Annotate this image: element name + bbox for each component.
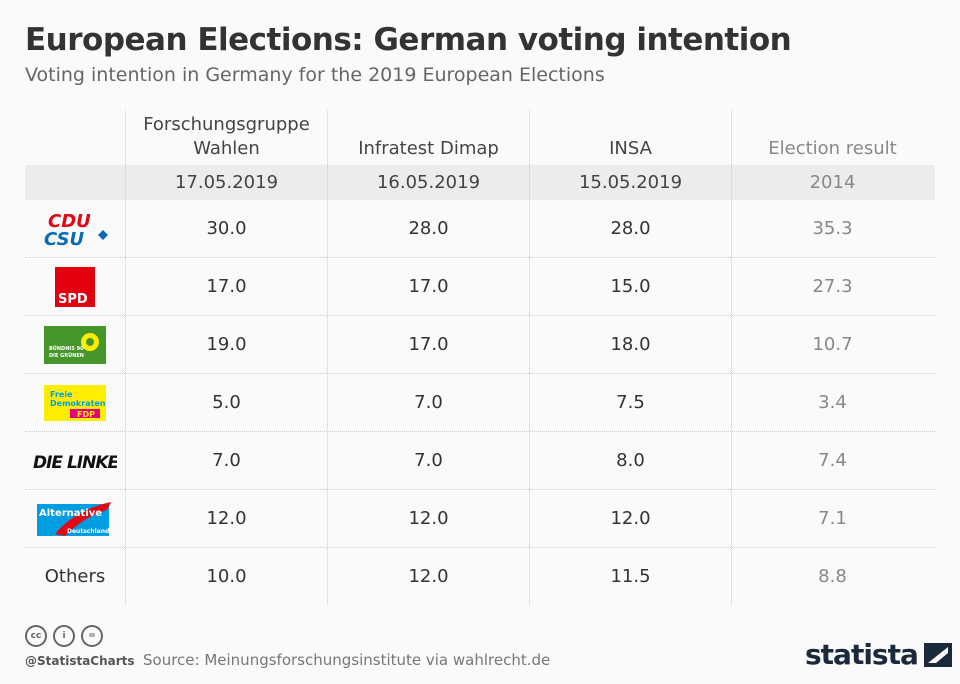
value-cell: 12.0 bbox=[327, 490, 529, 547]
value-cell: 15.0 bbox=[529, 258, 731, 315]
svg-text:Freie: Freie bbox=[50, 390, 73, 399]
value-cell: 10.0 bbox=[125, 548, 327, 605]
party-label: Others bbox=[25, 548, 125, 605]
value-cell: 18.0 bbox=[529, 316, 731, 373]
noderivs-icon: = bbox=[81, 625, 103, 647]
value-cell: 12.0 bbox=[529, 490, 731, 547]
value-cell: 12.0 bbox=[327, 548, 529, 605]
value-cell: 8.0 bbox=[529, 432, 731, 489]
value-cell: 35.3 bbox=[731, 200, 933, 257]
column-date: 16.05.2019 bbox=[327, 165, 529, 200]
statista-logo[interactable]: statista bbox=[805, 638, 952, 671]
value-cell: 28.0 bbox=[529, 200, 731, 257]
twitter-handle[interactable]: @StatistaCharts bbox=[25, 654, 135, 668]
svg-text:CDU: CDU bbox=[48, 211, 91, 232]
spd-logo: SPD bbox=[25, 258, 125, 315]
party-label: Others bbox=[44, 566, 106, 587]
table-row: Alternative Deutschland 12.0 12.0 12.0 7.1 bbox=[25, 490, 935, 548]
attribution-icon: i bbox=[53, 625, 75, 647]
corner-cell bbox=[25, 110, 125, 165]
svg-text:CSU: CSU bbox=[44, 229, 85, 249]
value-cell: 12.0 bbox=[125, 490, 327, 547]
value-cell: 7.0 bbox=[125, 432, 327, 489]
table-row: Freie Demokraten FDP 5.0 7.0 7.5 3.4 bbox=[25, 374, 935, 432]
svg-text:SPD: SPD bbox=[58, 292, 88, 307]
date-row: 17.05.2019 16.05.2019 15.05.2019 2014 bbox=[25, 165, 935, 200]
value-cell: 3.4 bbox=[731, 374, 933, 431]
column-date: 15.05.2019 bbox=[529, 165, 731, 200]
corner-cell bbox=[25, 165, 125, 200]
value-cell: 7.5 bbox=[529, 374, 731, 431]
table-row: BÜNDNIS 90 DIE GRÜNEN 19.0 17.0 18.0 10.7 bbox=[25, 316, 935, 374]
poll-table: Forschungsgruppe Wahlen Infratest Dimap IN… bbox=[25, 110, 935, 605]
value-cell: 30.0 bbox=[125, 200, 327, 257]
brand-name: statista bbox=[805, 638, 919, 671]
value-cell: 17.0 bbox=[327, 258, 529, 315]
value-cell: 8.8 bbox=[731, 548, 933, 605]
cdu-csu-logo: CDU CSU bbox=[25, 200, 125, 257]
value-cell: 17.0 bbox=[327, 316, 529, 373]
svg-text:Demokraten: Demokraten bbox=[50, 399, 106, 408]
value-cell: 10.7 bbox=[731, 316, 933, 373]
value-cell: 7.0 bbox=[327, 374, 529, 431]
column-header: Infratest Dimap bbox=[327, 110, 529, 165]
svg-text:FDP: FDP bbox=[77, 410, 95, 419]
column-header: INSA bbox=[529, 110, 731, 165]
license-icons: cc i = bbox=[25, 625, 103, 647]
page-subtitle: Voting intention in Germany for the 2019… bbox=[25, 64, 605, 86]
value-cell: 7.0 bbox=[327, 432, 529, 489]
svg-text:Alternative: Alternative bbox=[39, 508, 102, 519]
svg-text:DIE LINKE.: DIE LINKE. bbox=[33, 453, 117, 473]
value-cell: 11.5 bbox=[529, 548, 731, 605]
value-cell: 27.3 bbox=[731, 258, 933, 315]
statista-icon bbox=[923, 642, 952, 667]
page-title: European Elections: German voting intent… bbox=[25, 22, 792, 58]
table-row: DIE LINKE. 7.0 7.0 8.0 7.4 bbox=[25, 432, 935, 490]
table-row: SPD 17.0 17.0 15.0 27.3 bbox=[25, 258, 935, 316]
svg-text:DIE GRÜNEN: DIE GRÜNEN bbox=[49, 352, 84, 359]
linke-logo: DIE LINKE. bbox=[25, 432, 125, 489]
column-header: Forschungsgruppe Wahlen bbox=[125, 110, 327, 165]
value-cell: 7.4 bbox=[731, 432, 933, 489]
source-note: Source: Meinungsforschungsinstitute via … bbox=[143, 651, 551, 669]
column-date: 2014 bbox=[731, 165, 933, 200]
afd-logo: Alternative Deutschland bbox=[25, 490, 125, 547]
svg-text:Deutschland: Deutschland bbox=[67, 528, 109, 535]
column-date: 17.05.2019 bbox=[125, 165, 327, 200]
table-row: Others 10.0 12.0 11.5 8.8 bbox=[25, 548, 935, 605]
cc-icon: cc bbox=[25, 625, 47, 647]
value-cell: 19.0 bbox=[125, 316, 327, 373]
table-row: CDU CSU 30.0 28.0 28.0 35.3 bbox=[25, 200, 935, 258]
gruene-logo: BÜNDNIS 90 DIE GRÜNEN bbox=[25, 316, 125, 373]
value-cell: 7.1 bbox=[731, 490, 933, 547]
value-cell: 17.0 bbox=[125, 258, 327, 315]
fdp-logo: Freie Demokraten FDP bbox=[25, 374, 125, 431]
svg-text:BÜNDNIS 90: BÜNDNIS 90 bbox=[49, 345, 84, 352]
value-cell: 5.0 bbox=[125, 374, 327, 431]
column-header: Election result bbox=[731, 110, 933, 165]
column-header-row: Forschungsgruppe Wahlen Infratest Dimap IN… bbox=[25, 110, 935, 165]
value-cell: 28.0 bbox=[327, 200, 529, 257]
